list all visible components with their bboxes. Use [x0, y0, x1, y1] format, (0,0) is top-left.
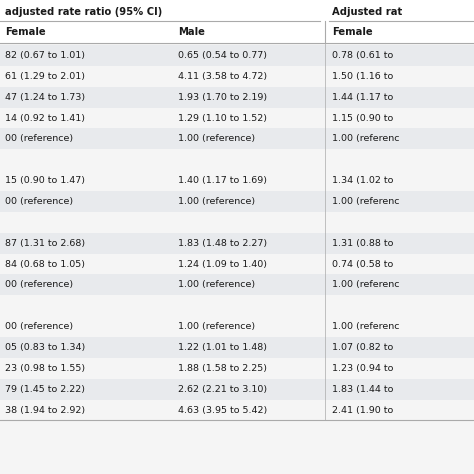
- Text: 79 (1.45 to 2.22): 79 (1.45 to 2.22): [5, 385, 85, 393]
- Bar: [0, 337, 474, 358]
- Bar: [0, 87, 474, 108]
- Text: 61 (1.29 to 2.01): 61 (1.29 to 2.01): [5, 72, 85, 81]
- Text: 23 (0.98 to 1.55): 23 (0.98 to 1.55): [5, 364, 85, 373]
- Bar: [0, 128, 474, 149]
- Text: Adjusted rat: Adjusted rat: [332, 7, 402, 17]
- Text: 2.62 (2.21 to 3.10): 2.62 (2.21 to 3.10): [178, 385, 267, 393]
- Bar: [0, 108, 474, 128]
- Bar: [0, 45, 474, 66]
- Bar: [0, 379, 474, 400]
- Text: 1.34 (1.02 to: 1.34 (1.02 to: [332, 176, 393, 185]
- Text: Female: Female: [5, 27, 46, 37]
- Bar: [0, 149, 474, 170]
- Text: 2.41 (1.90 to: 2.41 (1.90 to: [332, 406, 393, 414]
- Text: 1.31 (0.88 to: 1.31 (0.88 to: [332, 239, 393, 247]
- Text: 1.07 (0.82 to: 1.07 (0.82 to: [332, 343, 393, 352]
- Text: 00 (reference): 00 (reference): [5, 281, 73, 289]
- Text: 4.63 (3.95 to 5.42): 4.63 (3.95 to 5.42): [178, 406, 267, 414]
- Text: 1.00 (referenc: 1.00 (referenc: [332, 322, 399, 331]
- Text: adjusted rate ratio (95% CI): adjusted rate ratio (95% CI): [5, 7, 162, 17]
- Bar: [0, 0, 474, 43]
- Text: 1.44 (1.17 to: 1.44 (1.17 to: [332, 93, 393, 101]
- Text: 84 (0.68 to 1.05): 84 (0.68 to 1.05): [5, 260, 85, 268]
- Text: 0.78 (0.61 to: 0.78 (0.61 to: [332, 51, 393, 60]
- Text: 1.00 (referenc: 1.00 (referenc: [332, 197, 399, 206]
- Text: 1.00 (reference): 1.00 (reference): [178, 135, 255, 143]
- Bar: [0, 274, 474, 295]
- Text: 1.23 (0.94 to: 1.23 (0.94 to: [332, 364, 393, 373]
- Text: 1.50 (1.16 to: 1.50 (1.16 to: [332, 72, 393, 81]
- Text: 0.74 (0.58 to: 0.74 (0.58 to: [332, 260, 393, 268]
- Text: 47 (1.24 to 1.73): 47 (1.24 to 1.73): [5, 93, 85, 101]
- Text: Female: Female: [332, 27, 373, 37]
- Text: 00 (reference): 00 (reference): [5, 322, 73, 331]
- Bar: [0, 316, 474, 337]
- Text: 1.83 (1.44 to: 1.83 (1.44 to: [332, 385, 393, 393]
- Bar: [0, 358, 474, 379]
- Text: 0.65 (0.54 to 0.77): 0.65 (0.54 to 0.77): [178, 51, 267, 60]
- Text: 1.29 (1.10 to 1.52): 1.29 (1.10 to 1.52): [178, 114, 267, 122]
- Text: 1.00 (reference): 1.00 (reference): [178, 197, 255, 206]
- Text: Male: Male: [178, 27, 205, 37]
- Text: 1.00 (reference): 1.00 (reference): [178, 322, 255, 331]
- Text: 1.15 (0.90 to: 1.15 (0.90 to: [332, 114, 393, 122]
- Text: 1.00 (referenc: 1.00 (referenc: [332, 135, 399, 143]
- Text: 4.11 (3.58 to 4.72): 4.11 (3.58 to 4.72): [178, 72, 267, 81]
- Text: 82 (0.67 to 1.01): 82 (0.67 to 1.01): [5, 51, 85, 60]
- Text: 15 (0.90 to 1.47): 15 (0.90 to 1.47): [5, 176, 85, 185]
- Text: 1.83 (1.48 to 2.27): 1.83 (1.48 to 2.27): [178, 239, 267, 247]
- Bar: [0, 66, 474, 87]
- Bar: [0, 191, 474, 212]
- Text: 1.24 (1.09 to 1.40): 1.24 (1.09 to 1.40): [178, 260, 267, 268]
- Bar: [0, 400, 474, 420]
- Text: 00 (reference): 00 (reference): [5, 135, 73, 143]
- Text: 05 (0.83 to 1.34): 05 (0.83 to 1.34): [5, 343, 85, 352]
- Bar: [0, 170, 474, 191]
- Text: 87 (1.31 to 2.68): 87 (1.31 to 2.68): [5, 239, 85, 247]
- Bar: [0, 295, 474, 316]
- Bar: [0, 233, 474, 254]
- Text: 38 (1.94 to 2.92): 38 (1.94 to 2.92): [5, 406, 85, 414]
- Text: 00 (reference): 00 (reference): [5, 197, 73, 206]
- Text: 14 (0.92 to 1.41): 14 (0.92 to 1.41): [5, 114, 85, 122]
- Text: 1.00 (reference): 1.00 (reference): [178, 281, 255, 289]
- Text: 1.22 (1.01 to 1.48): 1.22 (1.01 to 1.48): [178, 343, 267, 352]
- Bar: [0, 254, 474, 274]
- Text: 1.93 (1.70 to 2.19): 1.93 (1.70 to 2.19): [178, 93, 267, 101]
- Text: 1.00 (referenc: 1.00 (referenc: [332, 281, 399, 289]
- Text: 1.88 (1.58 to 2.25): 1.88 (1.58 to 2.25): [178, 364, 267, 373]
- Text: 1.40 (1.17 to 1.69): 1.40 (1.17 to 1.69): [178, 176, 267, 185]
- Bar: [0, 212, 474, 233]
